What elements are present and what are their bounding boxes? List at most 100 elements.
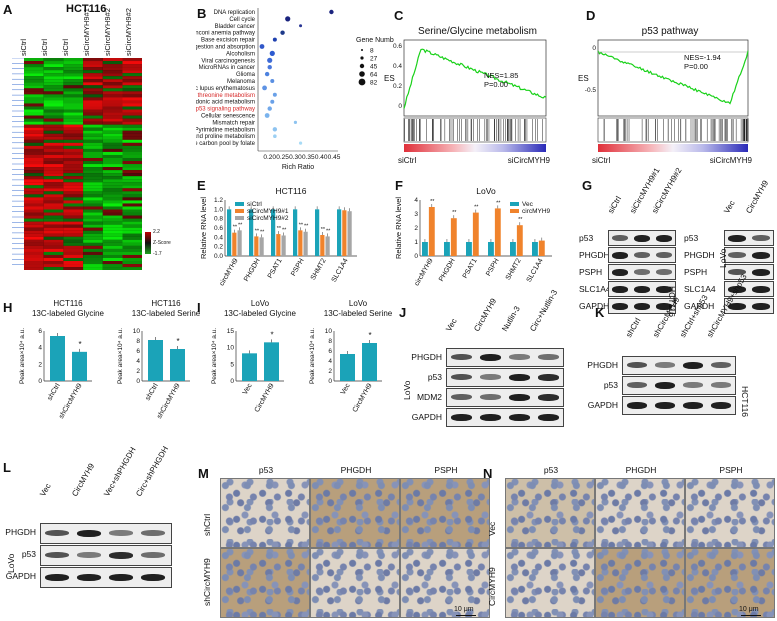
bar — [227, 209, 232, 256]
heatmap-cell — [24, 148, 44, 152]
heatmap-cell — [122, 88, 142, 92]
heatmap-cell — [43, 200, 64, 204]
heatmap-cell — [63, 139, 84, 143]
peak-bar — [50, 336, 65, 381]
heatmap-cell — [63, 109, 84, 113]
heatmap-cell — [102, 118, 123, 122]
heatmap-cell — [24, 64, 44, 68]
blot-band — [752, 252, 770, 259]
heatmap-cell — [102, 76, 123, 80]
heatmap-cell — [122, 70, 142, 74]
heatmap-cell — [122, 151, 142, 156]
heatmap-cell — [122, 124, 142, 128]
heatmap-cell — [83, 109, 103, 113]
heatmap-cell — [24, 167, 44, 171]
heatmap — [12, 58, 142, 270]
blot-band — [141, 530, 165, 536]
heatmap-cell — [43, 179, 64, 183]
heatmap-cell — [102, 127, 123, 131]
heatmap-cell — [83, 173, 103, 177]
blot-row-label: PHGDH — [684, 250, 715, 260]
blot-lane-label: CircMYH9 — [70, 461, 97, 498]
heatmap-cell — [83, 70, 103, 74]
blot-strip — [724, 247, 774, 263]
heatmap-cell — [102, 148, 123, 152]
blot-row-label: GAPDH — [411, 412, 442, 422]
gsea-frame — [403, 39, 547, 117]
peak-y-label: Peak area×10⁴ a.u. — [309, 328, 316, 384]
blot-band — [509, 394, 530, 401]
heatmap-cell — [63, 267, 84, 270]
peak-y-tick: 6 — [136, 348, 140, 355]
heatmap-cell — [63, 251, 84, 256]
blot-row-label: p53 — [21, 549, 36, 559]
peak-y-tick: 2 — [328, 368, 332, 375]
heatmap-cell — [24, 224, 44, 228]
heatmap-cell — [83, 227, 103, 231]
blot-lane-label: Nutlin-3 — [500, 304, 522, 333]
peak-y-tick: 2 — [136, 368, 140, 375]
gsea-rank-bar — [598, 144, 748, 152]
heatmap-cell — [43, 261, 64, 265]
heatmap-cell — [102, 197, 123, 201]
peak-y-tick: 4 — [328, 358, 332, 365]
gsea-y-tick: 0.2 — [393, 83, 402, 90]
heatmap-cell — [83, 239, 103, 243]
blot-band — [683, 362, 703, 369]
heatmap-cell — [122, 218, 142, 222]
heatmap-cell — [24, 118, 44, 122]
heatmap-cell — [43, 236, 64, 240]
heatmap-cell — [102, 142, 123, 146]
heatmap-cell — [102, 267, 123, 270]
ihc-image — [220, 478, 310, 548]
heatmap-cell — [83, 115, 103, 119]
panel-label-j: J — [399, 305, 407, 320]
bar-category-label: circMYH9 — [413, 257, 434, 287]
blot-band — [752, 303, 770, 310]
heatmap-scale-max: 2.2 — [153, 229, 160, 235]
bubble-legend-dot — [359, 63, 365, 69]
heatmap-cell — [102, 248, 123, 252]
heatmap-cell — [24, 257, 44, 262]
blot-band — [480, 394, 501, 400]
bar — [494, 208, 501, 256]
heatmap-cell — [43, 124, 64, 128]
blot-cell-line-label: LoVo — [718, 248, 728, 268]
heatmap-cell — [63, 209, 84, 213]
heatmap-cell — [122, 157, 142, 162]
heatmap-cell — [83, 124, 103, 128]
heatmap-cell — [24, 157, 44, 162]
heatmap-cell — [122, 245, 142, 249]
heatmap-cell — [63, 203, 84, 207]
heatmap-cell — [102, 124, 123, 128]
peak-bar — [340, 354, 355, 381]
panel-label-b: B — [197, 6, 207, 21]
blot-lane-label: shCircMYH9 — [651, 295, 682, 339]
significance-stars: ** — [282, 227, 287, 233]
heatmap-cell — [24, 248, 44, 252]
blot-band — [538, 394, 559, 401]
ihc-column-label: PHGDH — [340, 465, 372, 475]
heatmap-cell — [122, 233, 142, 237]
heatmap-cell — [63, 76, 84, 80]
heatmap-cell — [122, 248, 142, 252]
bar — [342, 210, 347, 256]
heatmap-cell — [102, 82, 123, 86]
heatmap-cell — [83, 130, 103, 134]
heatmap-cell — [24, 245, 44, 249]
peak-bar — [362, 343, 377, 381]
heatmap-cell — [63, 124, 84, 128]
peak-bar — [264, 342, 279, 381]
peak-y-tick: 0 — [230, 378, 234, 385]
heatmap-cell — [102, 112, 123, 116]
heatmap-cell — [102, 136, 123, 140]
blot-band — [656, 303, 672, 310]
heatmap-cell — [63, 227, 84, 231]
ihc-image — [505, 548, 595, 618]
heatmap-cell — [83, 100, 103, 104]
heatmap-cell — [102, 224, 123, 228]
blot-band — [655, 382, 675, 389]
panel-label-c: C — [394, 8, 404, 23]
legend-swatch — [510, 202, 519, 206]
heatmap-cell — [122, 209, 142, 213]
